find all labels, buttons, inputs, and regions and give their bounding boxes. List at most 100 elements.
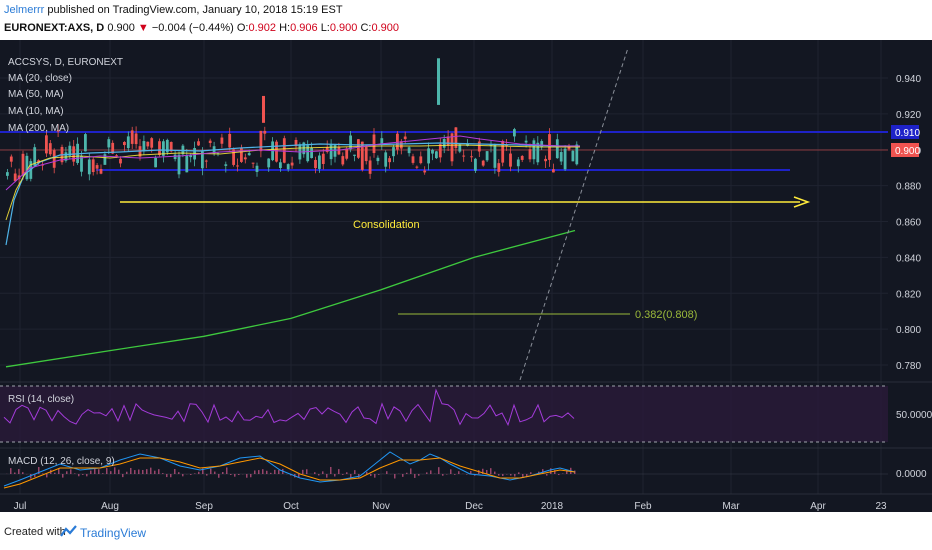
author-link[interactable]: Jelmerrr bbox=[4, 4, 45, 16]
macd-bar bbox=[318, 474, 320, 476]
macd-bar bbox=[430, 470, 432, 474]
candle-body bbox=[325, 147, 329, 152]
candle-body bbox=[431, 149, 434, 154]
time-tick-label: Dec bbox=[465, 501, 483, 512]
candle-body bbox=[376, 157, 380, 162]
rsi-label[interactable]: RSI (14, close) bbox=[8, 394, 74, 405]
candle-body bbox=[185, 155, 189, 173]
macd-bar bbox=[386, 471, 388, 474]
candle-body bbox=[169, 142, 173, 152]
candle-body bbox=[310, 147, 313, 159]
upper-price-badge bbox=[891, 125, 919, 139]
open-value: 0.902 bbox=[248, 22, 277, 34]
candle-body bbox=[337, 147, 341, 155]
macd-bar bbox=[22, 472, 24, 474]
macd-bar bbox=[142, 469, 144, 474]
candle-body bbox=[458, 144, 462, 152]
candle-body bbox=[45, 135, 48, 154]
macd-bar bbox=[550, 468, 552, 474]
legend-ma-20[interactable]: MA (20, close) bbox=[8, 73, 72, 84]
candle-body bbox=[6, 172, 9, 176]
price-tick-label: 0.940 bbox=[896, 74, 921, 85]
high-value: 0.906 bbox=[290, 22, 318, 34]
macd-bar bbox=[494, 471, 496, 474]
price-tick-label: 0.780 bbox=[896, 361, 921, 372]
candle-body bbox=[392, 147, 395, 157]
candle-body bbox=[52, 150, 56, 168]
legend-ma-200[interactable]: MA (200, MA) bbox=[8, 123, 69, 134]
candle-body bbox=[474, 158, 477, 171]
rsi-line bbox=[3, 388, 575, 427]
candle-body bbox=[173, 154, 177, 160]
macd-bar bbox=[258, 470, 260, 474]
candle-body bbox=[524, 140, 528, 143]
macd-bar bbox=[218, 474, 220, 478]
chart-area[interactable]: 0.940 0.920 0.900 0.880 0.860 0.840 0.820 0.800… bbox=[0, 40, 932, 512]
ma-20-line bbox=[5, 144, 580, 221]
candle-body bbox=[240, 147, 243, 162]
macd-bar bbox=[558, 474, 560, 476]
candle-body bbox=[516, 159, 520, 167]
ma-200-line[interactable] bbox=[5, 229, 576, 368]
arrow-head-icon bbox=[793, 196, 811, 208]
macd-bar bbox=[182, 474, 184, 477]
macd-bar bbox=[366, 471, 368, 474]
candle-body bbox=[318, 155, 321, 169]
candle-body bbox=[267, 158, 271, 168]
price-axis[interactable] bbox=[888, 40, 932, 512]
macd-bar bbox=[230, 474, 232, 475]
candle-body bbox=[290, 162, 294, 166]
candle-body bbox=[9, 156, 13, 162]
macd-bar bbox=[418, 474, 420, 476]
macd-bar bbox=[222, 472, 224, 474]
candle-body bbox=[103, 154, 107, 165]
macd-bar bbox=[134, 470, 136, 474]
candle-body bbox=[438, 144, 442, 158]
candle-body bbox=[197, 141, 200, 146]
candle-body bbox=[84, 134, 87, 152]
trend-line[interactable] bbox=[519, 47, 629, 381]
macd-bar bbox=[98, 469, 100, 474]
macd-bar bbox=[58, 468, 60, 474]
macd-bar bbox=[62, 474, 64, 478]
candle-body bbox=[399, 141, 403, 149]
candle-body bbox=[87, 159, 91, 175]
macd-bar bbox=[498, 474, 500, 476]
macd-bar bbox=[94, 468, 96, 474]
candle-body bbox=[427, 148, 430, 164]
macd-bar bbox=[214, 471, 216, 474]
candle-body bbox=[146, 141, 150, 147]
symbol[interactable]: EURONEXT:AXS, D bbox=[4, 22, 105, 34]
macd-line bbox=[3, 451, 576, 487]
chart-svg[interactable]: 0.940 0.920 0.900 0.880 0.860 0.840 0.820 0.800… bbox=[0, 40, 932, 512]
time-tick-label: Mar bbox=[722, 501, 740, 512]
candle-body bbox=[505, 144, 508, 146]
macd-bar bbox=[538, 471, 540, 474]
candle-body bbox=[559, 152, 563, 162]
candle-body bbox=[407, 147, 411, 154]
macd-bar bbox=[490, 468, 492, 474]
macd-label[interactable]: MACD (12, 26, close, 9) bbox=[8, 456, 115, 467]
macd-bar bbox=[138, 469, 140, 474]
candle-body bbox=[17, 175, 21, 180]
legend-ma-50[interactable]: MA (50, MA) bbox=[8, 89, 64, 100]
legend: ACCSYS, D, EURONEXT MA (20, close) MA (5… bbox=[8, 57, 123, 134]
candle-body bbox=[403, 136, 407, 140]
macd-bar bbox=[414, 474, 416, 478]
candle-body bbox=[154, 157, 157, 168]
published-line: Jelmerrr published on TradingView.com, J… bbox=[4, 4, 343, 16]
macd-bar bbox=[238, 474, 240, 476]
price-tick-label: 0.860 bbox=[896, 218, 921, 229]
candle-body bbox=[470, 156, 473, 158]
time-axis-ticks[interactable]: Jul Aug Sep Oct Nov Dec 2018 Feb Mar Apr 23 bbox=[14, 501, 887, 512]
macd-bar bbox=[410, 468, 412, 474]
time-tick-label: Oct bbox=[283, 501, 299, 512]
macd-bar bbox=[178, 472, 180, 474]
tradingview-link[interactable]: TradingView bbox=[80, 526, 147, 540]
macd-bar bbox=[162, 473, 164, 474]
macd-bar bbox=[202, 468, 204, 474]
macd-bar bbox=[314, 472, 316, 474]
legend-ma-10[interactable]: MA (10, MA) bbox=[8, 106, 64, 117]
macd-bar bbox=[254, 470, 256, 474]
candle-body bbox=[528, 149, 532, 160]
